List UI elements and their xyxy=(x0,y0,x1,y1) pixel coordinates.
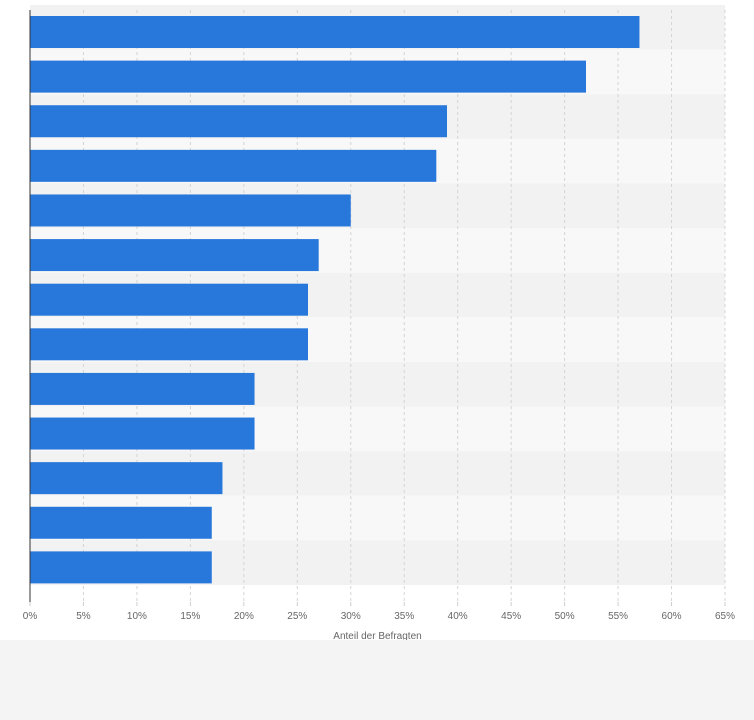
tick-label: 40% xyxy=(448,611,468,622)
tick-label: 35% xyxy=(394,611,414,622)
tick-label: 30% xyxy=(341,611,361,622)
tick-label: 60% xyxy=(662,611,682,622)
bar[interactable] xyxy=(30,372,255,405)
bar[interactable] xyxy=(30,328,308,361)
tick-label: 15% xyxy=(180,611,200,622)
bar[interactable] xyxy=(30,283,308,316)
bar[interactable] xyxy=(30,60,586,93)
bar[interactable] xyxy=(30,462,223,495)
bar[interactable] xyxy=(30,239,319,272)
tick-label: 25% xyxy=(287,611,307,622)
tick-label: 50% xyxy=(555,611,575,622)
bar[interactable] xyxy=(30,105,447,138)
tick-label: 45% xyxy=(501,611,521,622)
tick-label: 55% xyxy=(608,611,628,622)
bar[interactable] xyxy=(30,149,437,182)
bar[interactable] xyxy=(30,506,212,539)
x-axis-title: Anteil der Befragten xyxy=(333,631,421,642)
bars xyxy=(30,16,640,584)
tick-label: 5% xyxy=(76,611,91,622)
tick-label: 20% xyxy=(234,611,254,622)
bar[interactable] xyxy=(30,16,640,48)
bar[interactable] xyxy=(30,417,255,450)
bar[interactable] xyxy=(30,551,212,584)
footer-area xyxy=(0,640,754,720)
x-axis-ticks: 0% 5% 10% 15% 20% 25% 30% 35% 40% 45% 50% 55% 60% 65% xyxy=(23,602,735,622)
tick-label: 65% xyxy=(715,611,735,622)
tick-label: 0% xyxy=(23,611,38,622)
tick-label: 10% xyxy=(127,611,147,622)
bar[interactable] xyxy=(30,194,351,227)
